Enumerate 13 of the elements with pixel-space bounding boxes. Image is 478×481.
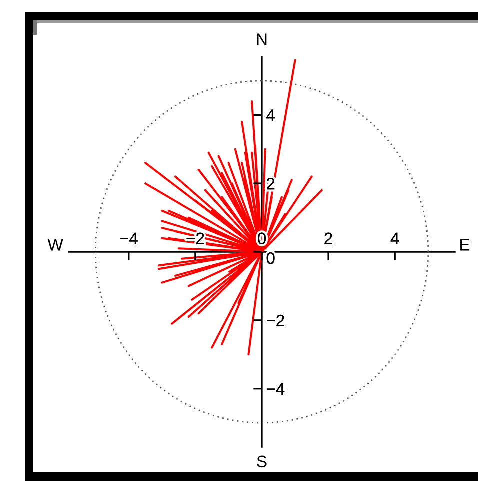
y-tick-label: −4 <box>266 383 285 395</box>
x-tick-label: 0 <box>258 232 266 245</box>
text: E <box>460 239 470 251</box>
x-tick-label: −4 <box>120 232 138 244</box>
y-tick-label: 0 <box>266 252 275 264</box>
text: W <box>48 239 64 251</box>
y-tick-label: 4 <box>266 110 275 122</box>
line-series <box>144 59 323 356</box>
x-tick-label: 2 <box>324 232 332 244</box>
text: S <box>257 456 267 468</box>
y-tick-label: −2 <box>266 314 284 326</box>
x-tick-label: 4 <box>390 232 400 244</box>
text: N <box>257 34 267 46</box>
